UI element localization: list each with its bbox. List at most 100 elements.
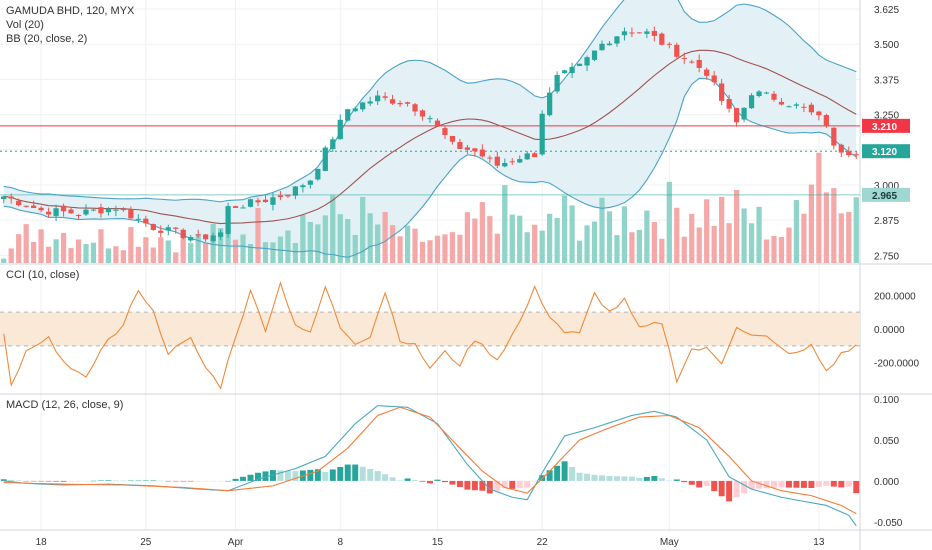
volume-bar <box>195 234 201 263</box>
candle-body <box>763 92 770 94</box>
macd-legend: MACD (12, 26, close, 9) <box>6 399 124 411</box>
volume-bar <box>636 229 643 263</box>
price-pane[interactable] <box>0 0 860 263</box>
candle-body <box>188 237 194 241</box>
macd-histogram-bar <box>524 480 531 488</box>
volume-bar <box>292 243 299 263</box>
volume-bar <box>330 195 336 263</box>
candle-body <box>644 31 650 34</box>
volume-bar <box>45 246 52 263</box>
volume-bar <box>449 232 456 263</box>
time-tick-label: 25 <box>140 537 152 548</box>
volume-bar <box>853 197 859 263</box>
candle-body <box>45 211 52 215</box>
macd-histogram-bar <box>374 471 381 481</box>
volume-bar <box>599 197 605 263</box>
macd-histogram-bar <box>53 480 60 482</box>
volume-bar <box>457 234 463 263</box>
macd-histogram-bar <box>412 480 419 481</box>
macd-histogram-bar <box>329 469 336 481</box>
macd-histogram-bar <box>225 480 232 482</box>
volume-bar <box>554 217 560 263</box>
macd-histogram-bar <box>419 480 426 482</box>
macd-histogram-bar <box>75 480 82 482</box>
candle-body <box>442 128 448 135</box>
candle-body <box>38 207 44 211</box>
volume-bar <box>629 232 635 263</box>
volume-bar <box>120 250 127 263</box>
time-tick-label: 22 <box>537 537 549 548</box>
candle-body <box>419 110 426 117</box>
macd-histogram-bar <box>606 476 613 481</box>
bollinger-legend: BB (20, close, 2) <box>6 33 88 45</box>
macd-histogram-bar <box>157 480 164 482</box>
volume-bar <box>75 239 82 263</box>
time-tick-label: Apr <box>228 537 244 548</box>
volume-bar <box>165 240 171 263</box>
macd-histogram-bar <box>180 480 187 482</box>
candle-body <box>741 107 747 120</box>
macd-histogram-bar <box>38 480 45 482</box>
macd-histogram-bar <box>60 480 67 482</box>
volume-bar <box>442 234 448 263</box>
candle-body <box>404 102 411 104</box>
macd-histogram-bar <box>479 480 486 491</box>
macd-histogram-bar <box>546 470 553 481</box>
volume-bar <box>561 195 568 263</box>
volume-bar <box>98 229 104 263</box>
candle-body <box>240 207 246 209</box>
cci-pane[interactable] <box>0 281 860 390</box>
volume-bar <box>315 224 321 263</box>
macd-histogram-bar <box>808 480 815 488</box>
volume-bar <box>113 246 119 263</box>
price-tick-label: 3.000 <box>874 181 899 192</box>
volume-bar <box>689 213 695 263</box>
candle-body <box>382 96 388 98</box>
price-badge-label: 3.210 <box>872 122 897 133</box>
candle-body <box>203 234 209 240</box>
macd-histogram-bar <box>150 480 157 481</box>
macd-histogram-bar <box>83 480 89 482</box>
volume-bar <box>704 199 710 263</box>
macd-pane[interactable] <box>0 405 860 527</box>
candle-body <box>487 157 493 159</box>
macd-histogram-bar <box>389 477 396 481</box>
volume-bar <box>793 200 800 263</box>
candle-body <box>158 230 164 233</box>
macd-histogram-bar <box>172 480 179 482</box>
macd-histogram-bar <box>733 480 740 498</box>
volume-bar <box>322 215 328 263</box>
volume-bar <box>135 246 141 263</box>
candle-body <box>659 33 665 45</box>
volume-bar <box>681 236 687 263</box>
volume-bar <box>285 230 291 263</box>
volume-bar <box>509 214 515 263</box>
volume-bar <box>16 234 22 263</box>
candle-body <box>524 153 530 160</box>
macd-histogram-bar <box>255 472 261 481</box>
volume-bar <box>307 221 313 263</box>
macd-histogram-bar <box>800 480 807 488</box>
cci-legend: CCI (10, close) <box>6 269 80 281</box>
volume-bar <box>472 218 478 263</box>
volume-bar <box>389 225 396 263</box>
volume-bar <box>8 248 14 263</box>
volume-bar <box>360 196 366 263</box>
macd-histogram-bar <box>643 476 650 481</box>
macd-histogram-bar <box>756 480 763 489</box>
macd-histogram-bar <box>337 467 344 481</box>
candle-body <box>255 200 261 203</box>
macd-histogram-bar <box>815 480 822 487</box>
macd-histogram-bar <box>464 480 471 490</box>
volume-bar <box>464 212 471 263</box>
volume-bar <box>666 181 672 263</box>
candle-body <box>217 232 224 237</box>
candle-body <box>173 227 179 229</box>
macd-tick-label: 0.050 <box>874 436 899 447</box>
price-tick-label: 2.875 <box>874 216 899 227</box>
candle-body <box>539 113 545 155</box>
price-tick-label: 3.500 <box>874 40 899 51</box>
candle-body <box>31 205 37 208</box>
macd-histogram-bar <box>741 480 748 494</box>
